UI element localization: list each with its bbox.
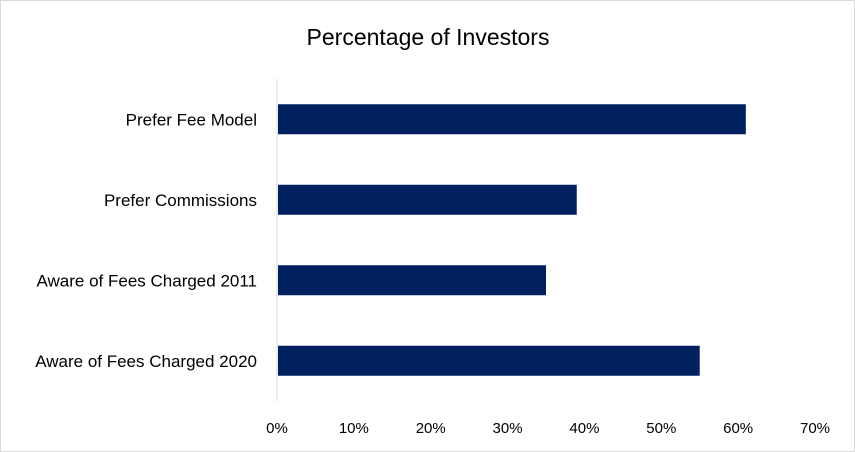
category-label-4: Aware of Fees Charged 2020 [35, 352, 257, 371]
x-tick-label-7: 60% [723, 420, 753, 437]
x-tick-label-1: 0% [266, 420, 288, 437]
x-tick-label-2: 10% [339, 420, 369, 437]
x-axis-tick-labels: 0% 10% 20% 30% 40% 50% 60% 70% [266, 420, 830, 437]
chart-title: Percentage of Investors [307, 24, 550, 50]
x-tick-label-6: 50% [646, 420, 676, 437]
bar-3 [278, 265, 546, 296]
category-label-2: Prefer Commissions [104, 191, 257, 210]
x-tick-label-8: 70% [800, 420, 830, 437]
x-tick-label-5: 40% [569, 420, 599, 437]
x-tick-label-4: 30% [493, 420, 523, 437]
x-tick-label-3: 20% [416, 420, 446, 437]
category-labels: Prefer Fee Model Prefer Commissions Aware … [35, 110, 257, 371]
bars-layer [278, 104, 746, 376]
category-label-3: Aware of Fees Charged 2011 [36, 271, 257, 290]
bar-1 [278, 104, 746, 135]
category-label-1: Prefer Fee Model [126, 110, 257, 129]
bar-2 [278, 184, 577, 215]
bar-4 [278, 345, 700, 376]
